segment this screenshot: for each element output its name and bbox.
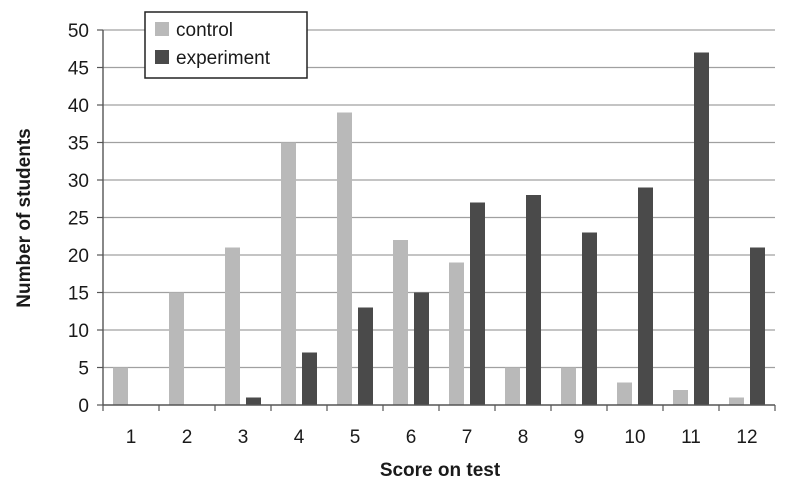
gridlines [103, 29, 775, 369]
bar-experiment-5 [358, 307, 373, 405]
bar-control-11 [673, 390, 688, 405]
bar-experiment-9 [582, 232, 597, 405]
bar-experiment-10 [638, 187, 653, 405]
y-tick-label: 0 [78, 396, 89, 417]
bar-experiment-8 [526, 195, 541, 405]
bar-control-10 [617, 382, 632, 405]
y-tick-label: 15 [68, 284, 89, 305]
x-tick-label: 2 [182, 427, 193, 448]
bar-control-6 [393, 240, 408, 405]
bars [113, 52, 765, 405]
y-tick-label: 35 [68, 134, 89, 155]
bar-control-12 [729, 397, 744, 405]
x-axis-title: Score on test [380, 460, 501, 481]
bar-control-7 [449, 262, 464, 405]
x-tick-label: 5 [350, 427, 361, 448]
x-tick-label: 3 [238, 427, 249, 448]
x-tick-label: 6 [406, 427, 417, 448]
legend: control experiment [144, 11, 308, 79]
y-tick-label: 30 [68, 171, 89, 192]
x-tick-label: 12 [736, 427, 757, 448]
y-tick-label: 10 [68, 321, 89, 342]
x-tick-label: 11 [681, 427, 701, 448]
bar-control-1 [113, 367, 128, 405]
x-tick-label: 8 [518, 427, 529, 448]
y-axis-title: Number of students [14, 128, 35, 307]
y-tick-label: 50 [68, 21, 89, 42]
x-tick-label: 10 [624, 427, 645, 448]
y-tick-label: 20 [68, 246, 89, 267]
bar-experiment-4 [302, 352, 317, 405]
x-tick-label: 7 [462, 427, 473, 448]
y-tick-label: 5 [78, 359, 89, 380]
bar-experiment-3 [246, 397, 261, 405]
bar-experiment-11 [694, 52, 709, 405]
legend-label-experiment: experiment [176, 48, 271, 69]
y-tick-label: 45 [68, 59, 89, 80]
y-tick-label: 40 [68, 96, 89, 117]
legend-box [144, 11, 308, 79]
legend-label-control: control [176, 20, 233, 41]
legend-swatch-experiment [155, 50, 169, 64]
bar-control-4 [281, 142, 296, 405]
bar-control-3 [225, 247, 240, 405]
y-tick-label: 25 [68, 209, 89, 230]
x-tick-label: 4 [294, 427, 305, 448]
axes [97, 29, 776, 411]
bar-control-8 [505, 367, 520, 405]
bar-control-5 [337, 112, 352, 405]
bar-experiment-6 [414, 292, 429, 405]
bar-control-2 [169, 292, 184, 405]
x-tick-label: 9 [574, 427, 585, 448]
bar-control-9 [561, 367, 576, 405]
legend-swatch-control [155, 22, 169, 36]
bar-experiment-7 [470, 202, 485, 405]
bar-experiment-12 [750, 247, 765, 405]
x-tick-label: 1 [126, 427, 137, 448]
